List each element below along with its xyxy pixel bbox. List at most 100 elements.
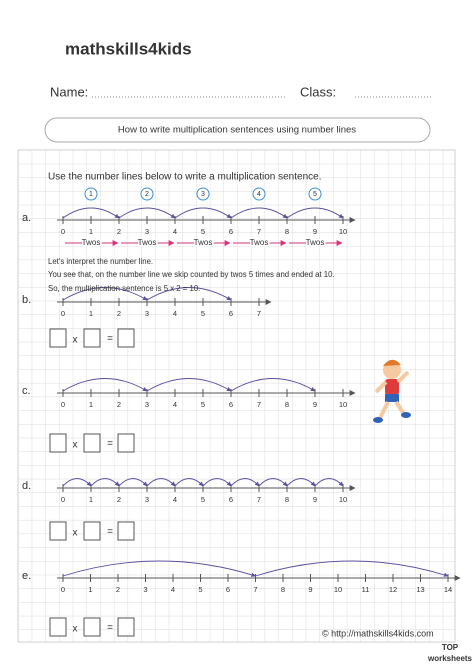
jump-circle: [252, 187, 266, 201]
answer-box: [83, 433, 101, 453]
tick-label: 2: [117, 400, 121, 409]
equals-sign: =: [107, 439, 113, 450]
jump-arc: [258, 478, 288, 487]
explanation-line: So, the multiplication sentence is 5 x 2…: [48, 284, 200, 293]
tick-label: 3: [145, 309, 149, 318]
tick-label: 0: [61, 585, 65, 594]
tick-label: 10: [339, 227, 347, 236]
tick-label: 2: [117, 495, 121, 504]
tick-label: 3: [145, 227, 149, 236]
answer-box: [117, 433, 135, 453]
answer-box: [117, 521, 135, 541]
jump-arc: [146, 478, 176, 487]
tick-label: 0: [61, 309, 65, 318]
equals-sign: =: [107, 623, 113, 634]
tick-label: 13: [416, 585, 424, 594]
tick-label: 5: [201, 309, 205, 318]
tick-label: 0: [61, 227, 65, 236]
jump-circle: [308, 187, 322, 201]
jump-arc: [62, 207, 120, 219]
answer-box: [117, 617, 135, 637]
tick-label: 6: [229, 309, 233, 318]
times-sign: x: [73, 528, 78, 539]
jump-circle: [84, 187, 98, 201]
jump-arc: [146, 287, 232, 301]
jump-number: 4: [257, 191, 261, 198]
jump-arc: [62, 560, 256, 577]
tick-label: 8: [281, 585, 285, 594]
jump-arc: [174, 478, 204, 487]
tick-label: 2: [116, 585, 120, 594]
tick-label: 2: [117, 309, 121, 318]
jump-arc: [146, 378, 232, 392]
jump-arc: [314, 478, 344, 487]
problem-label: b.: [22, 294, 31, 306]
equals-sign: =: [107, 334, 113, 345]
jump-arc: [230, 478, 260, 487]
tick-label: 4: [173, 495, 177, 504]
problem-label: d.: [22, 480, 31, 492]
tick-label: 5: [201, 495, 205, 504]
tick-label: 0: [61, 495, 65, 504]
group-label: Twos: [306, 238, 325, 247]
tick-label: 9: [308, 585, 312, 594]
jump-arc: [255, 560, 449, 577]
jump-arc: [230, 207, 288, 219]
answer-box: [83, 617, 101, 637]
tick-label: 1: [89, 309, 93, 318]
tick-label: 6: [226, 585, 230, 594]
runner: [373, 359, 411, 423]
answer-box: [83, 521, 101, 541]
tick-label: 7: [253, 585, 257, 594]
problem-label: a.: [22, 212, 31, 224]
jump-number: 3: [201, 191, 205, 198]
tick-label: 9: [313, 495, 317, 504]
name-label: Name:: [50, 84, 88, 99]
jump-arc: [90, 478, 120, 487]
explanation-line: You see that, on the number line we skip…: [48, 270, 335, 279]
footer-url: © http://mathskills4kids.com: [322, 628, 434, 638]
jump-circle: [140, 187, 154, 201]
tick-label: 5: [198, 585, 202, 594]
problem-label: c.: [22, 385, 31, 397]
times-sign: x: [73, 335, 78, 346]
tick-label: 8: [285, 400, 289, 409]
jump-arc: [62, 378, 148, 392]
jump-circle: [196, 187, 210, 201]
group-label: Twos: [194, 238, 213, 247]
jump-arc: [286, 207, 344, 219]
tick-label: 3: [145, 400, 149, 409]
jump-arc: [62, 287, 148, 301]
instruction: Use the number lines below to write a mu…: [48, 172, 321, 183]
logo: mathskills4kids: [65, 39, 192, 58]
tick-label: 4: [171, 585, 175, 594]
jump-number: 5: [313, 191, 317, 198]
answer-box: [83, 328, 101, 348]
tick-label: 10: [339, 495, 347, 504]
tick-label: 11: [362, 585, 370, 594]
tick-label: 4: [173, 309, 177, 318]
jump-arc: [118, 207, 176, 219]
group-label: Twos: [82, 238, 101, 247]
jump-arc: [118, 478, 148, 487]
jump-number: 1: [89, 191, 93, 198]
tick-label: 14: [444, 585, 452, 594]
jump-arc: [286, 478, 316, 487]
jump-arc: [202, 478, 232, 487]
tick-label: 3: [145, 495, 149, 504]
jump-arc: [62, 478, 92, 487]
tick-label: 0: [61, 400, 65, 409]
class-label: Class:: [300, 84, 336, 99]
explanation-line: Let's interpret the number line.: [48, 257, 153, 266]
tick-label: 5: [201, 227, 205, 236]
group-label: Twos: [250, 238, 269, 247]
tick-label: 12: [389, 585, 397, 594]
answer-box: [117, 328, 135, 348]
tick-label: 6: [229, 495, 233, 504]
badge-top: TOP: [442, 643, 459, 652]
jump-number: 2: [145, 191, 149, 198]
title-box: [44, 117, 431, 143]
tick-label: 7: [257, 227, 261, 236]
tick-label: 7: [257, 400, 261, 409]
